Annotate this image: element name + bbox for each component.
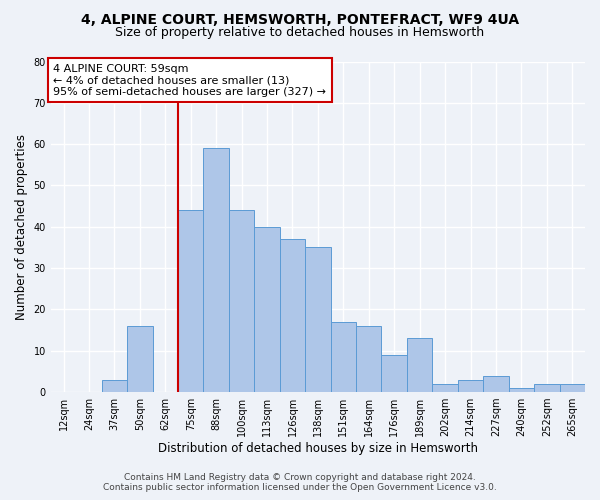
Bar xyxy=(509,388,534,392)
Bar xyxy=(382,355,407,392)
Bar xyxy=(101,380,127,392)
Bar xyxy=(483,376,509,392)
Text: Size of property relative to detached houses in Hemsworth: Size of property relative to detached ho… xyxy=(115,26,485,39)
Bar xyxy=(407,338,433,392)
Bar xyxy=(560,384,585,392)
Text: 4, ALPINE COURT, HEMSWORTH, PONTEFRACT, WF9 4UA: 4, ALPINE COURT, HEMSWORTH, PONTEFRACT, … xyxy=(81,12,519,26)
X-axis label: Distribution of detached houses by size in Hemsworth: Distribution of detached houses by size … xyxy=(158,442,478,455)
Bar xyxy=(127,326,152,392)
Bar xyxy=(229,210,254,392)
Text: 4 ALPINE COURT: 59sqm
← 4% of detached houses are smaller (13)
95% of semi-detac: 4 ALPINE COURT: 59sqm ← 4% of detached h… xyxy=(53,64,326,97)
Bar xyxy=(280,239,305,392)
Bar xyxy=(356,326,382,392)
Bar xyxy=(534,384,560,392)
Bar xyxy=(203,148,229,392)
Bar xyxy=(433,384,458,392)
Bar xyxy=(305,248,331,392)
Text: Contains HM Land Registry data © Crown copyright and database right 2024.
Contai: Contains HM Land Registry data © Crown c… xyxy=(103,473,497,492)
Bar xyxy=(458,380,483,392)
Bar xyxy=(331,322,356,392)
Bar xyxy=(254,227,280,392)
Y-axis label: Number of detached properties: Number of detached properties xyxy=(15,134,28,320)
Bar xyxy=(178,210,203,392)
